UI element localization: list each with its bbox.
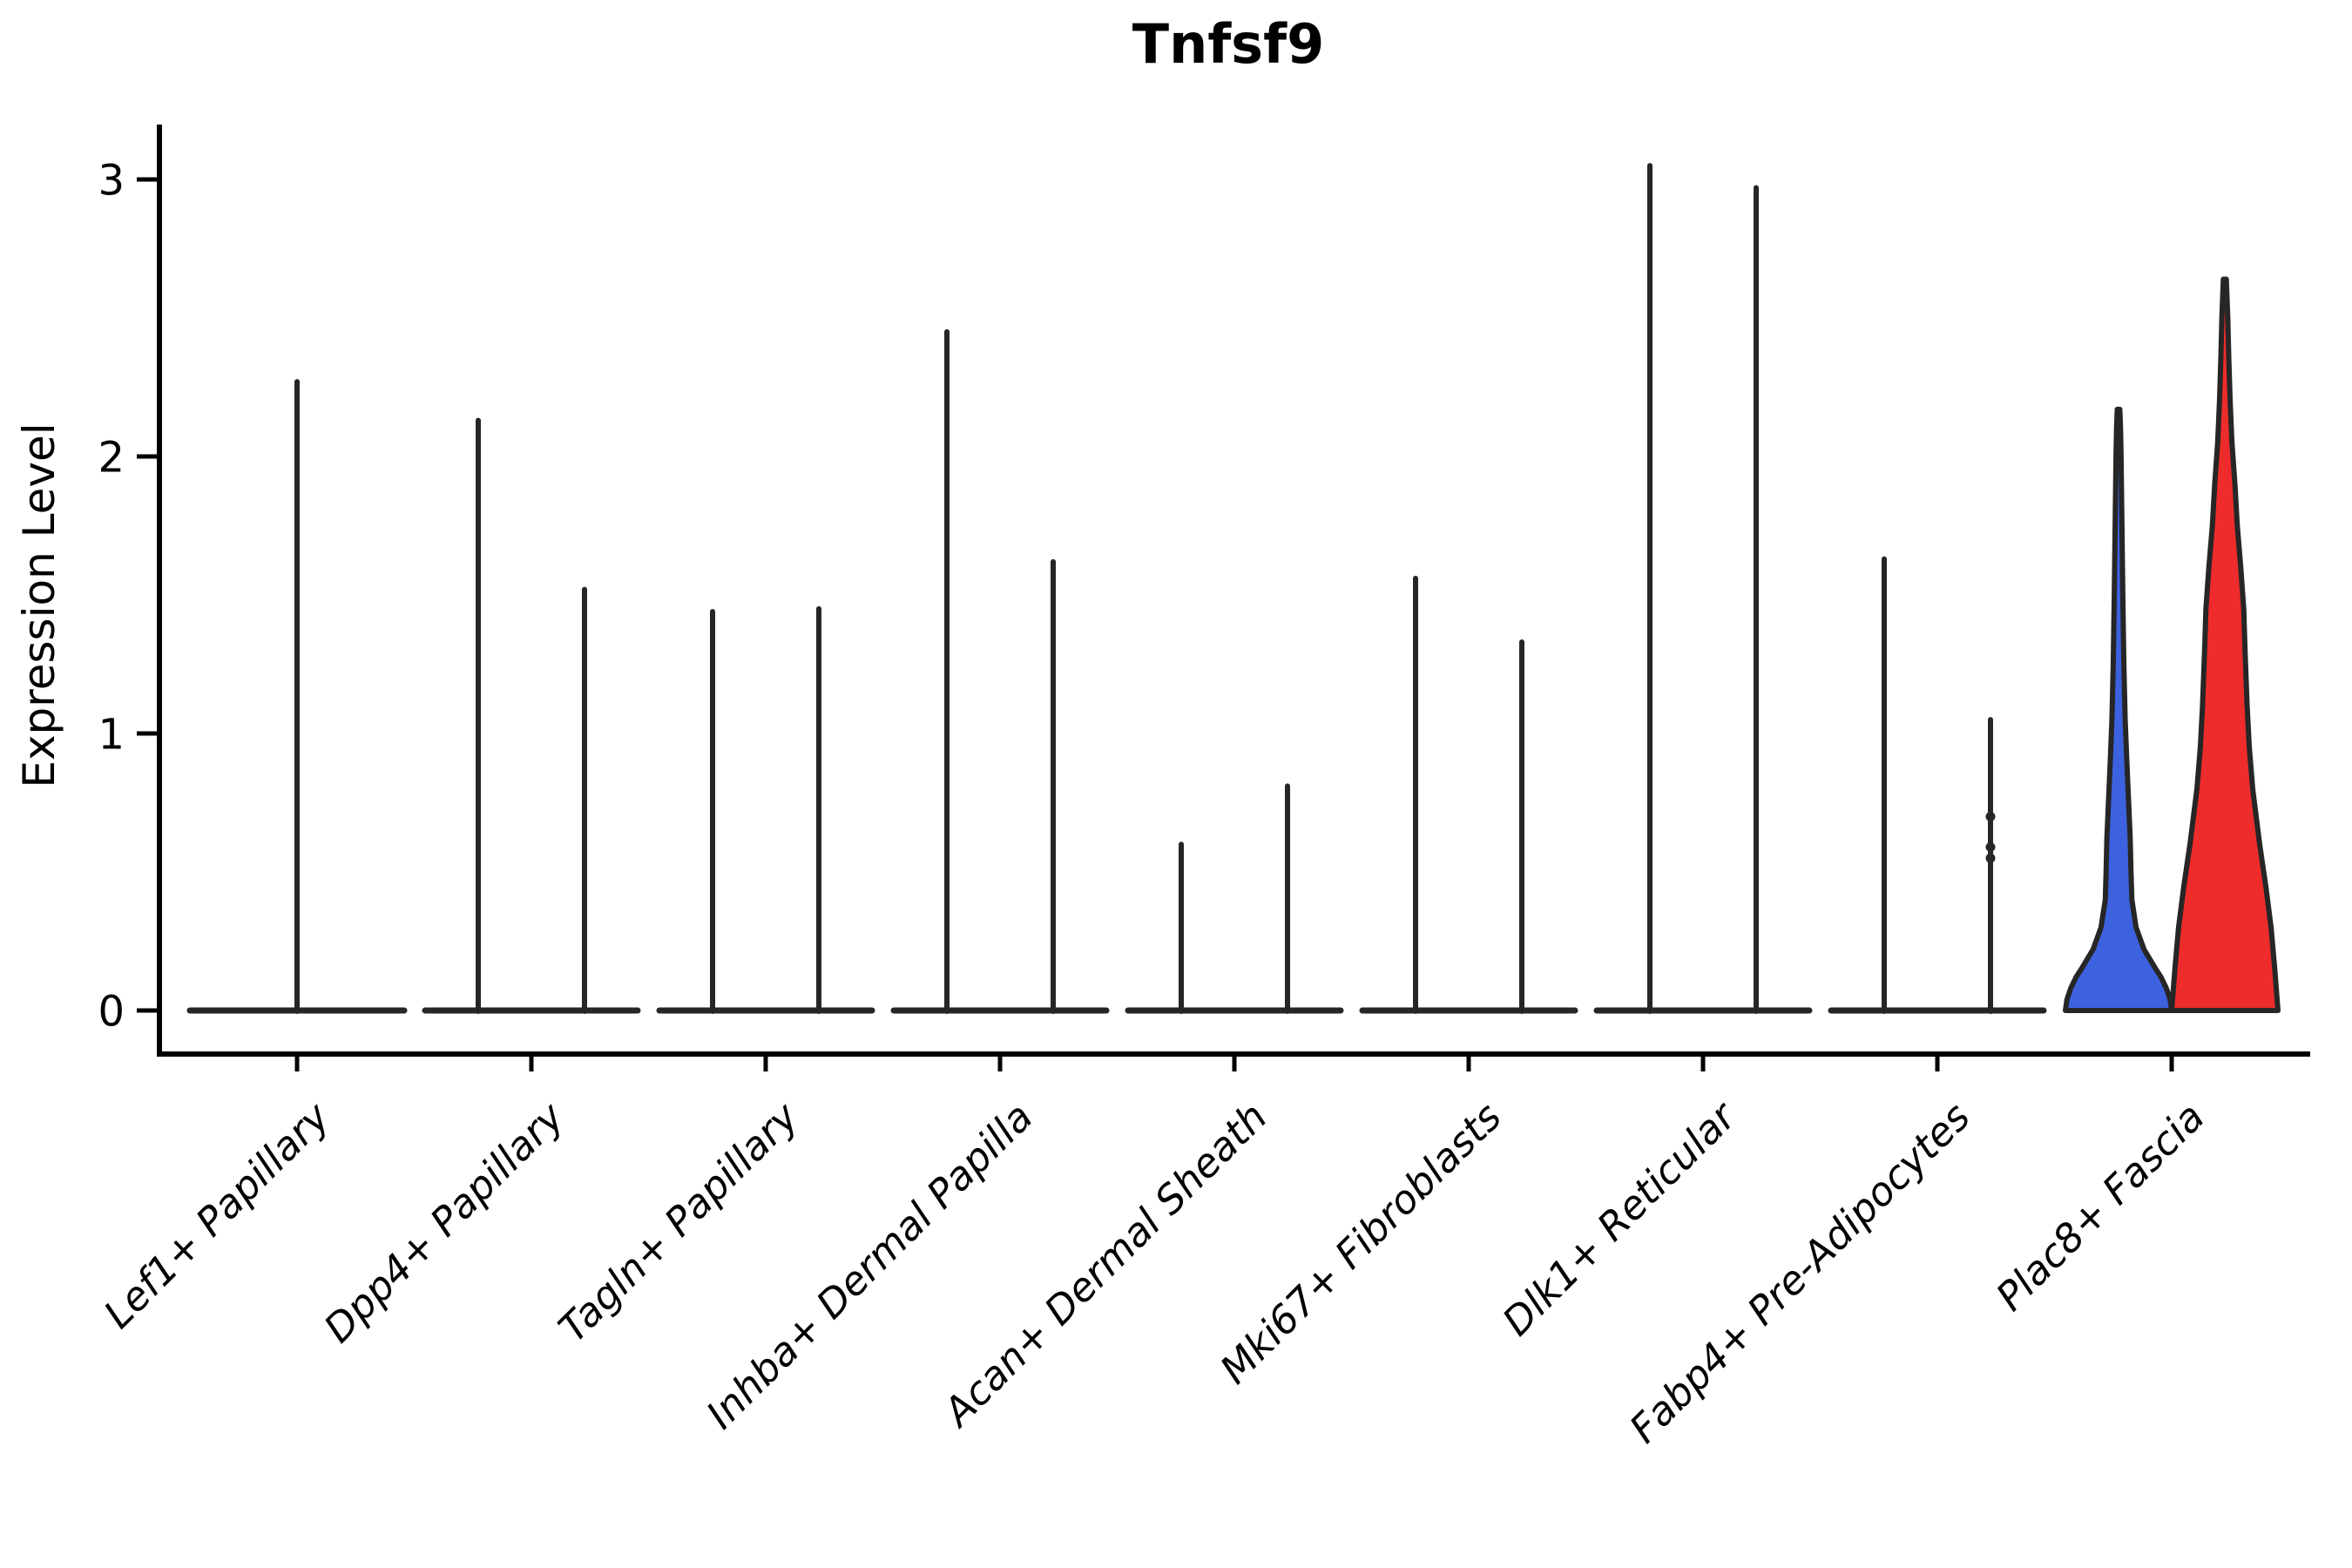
violin-tagln-papillary-right bbox=[762, 605, 875, 1014]
violin-lef1-papillary-center bbox=[186, 379, 408, 1014]
violin-plac8-fascia-right bbox=[2169, 276, 2281, 1013]
chart-title: Tnfsf9 bbox=[1132, 12, 1324, 76]
violin-tagln-papillary-left bbox=[656, 609, 769, 1014]
violin-inhba-dermal-papilla-right bbox=[997, 558, 1110, 1014]
violin-dlk1-reticular-left bbox=[1593, 163, 1707, 1014]
violin-mki67-fibroblasts-left bbox=[1359, 575, 1472, 1014]
violins-layer bbox=[186, 163, 2281, 1014]
violin-acan-dermal-sheath-left bbox=[1125, 841, 1238, 1014]
violin-plac8-fascia-left bbox=[2063, 406, 2174, 1013]
violin-body bbox=[2063, 406, 2174, 1013]
violin-dpp4-papillary-left bbox=[422, 417, 535, 1014]
y-tick-label: 2 bbox=[98, 433, 125, 482]
x-tick-label-dlk1-reticular: Dlk1+ Reticular bbox=[1493, 1092, 1746, 1345]
violin-dlk1-reticular-right bbox=[1700, 185, 1813, 1014]
y-tick-label: 0 bbox=[98, 987, 125, 1036]
x-tick-label-lef1-papillary: Lef1+ Papillary bbox=[95, 1092, 340, 1337]
violin-dpp4-papillary-right bbox=[528, 586, 641, 1014]
jitter-point bbox=[1985, 853, 1996, 863]
violin-mki67-fibroblasts-right bbox=[1465, 639, 1578, 1014]
x-tick-label-plac8-fascia: Plac8+ Fascia bbox=[1987, 1093, 2213, 1320]
y-tick-label: 1 bbox=[98, 710, 125, 759]
violin-fabp4-pre-adipocytes-left bbox=[1828, 556, 1941, 1014]
violin-acan-dermal-sheath-right bbox=[1231, 783, 1344, 1014]
axes-layer bbox=[137, 125, 2310, 1071]
violin-inhba-dermal-papilla-left bbox=[890, 328, 1004, 1014]
x-tick-label-dpp4-papillary: Dpp4+ Papillary bbox=[315, 1092, 574, 1351]
violin-fabp4-pre-adipocytes-right bbox=[1934, 717, 2047, 1014]
y-axis-label: Expression Level bbox=[14, 422, 64, 787]
y-tick-label: 3 bbox=[98, 156, 125, 205]
jitter-point bbox=[1985, 811, 1996, 821]
violin-body bbox=[2169, 276, 2281, 1013]
x-tick-label-tagln-papillary: Tagln+ Papillary bbox=[550, 1092, 808, 1351]
jitter-point bbox=[1985, 841, 1996, 852]
